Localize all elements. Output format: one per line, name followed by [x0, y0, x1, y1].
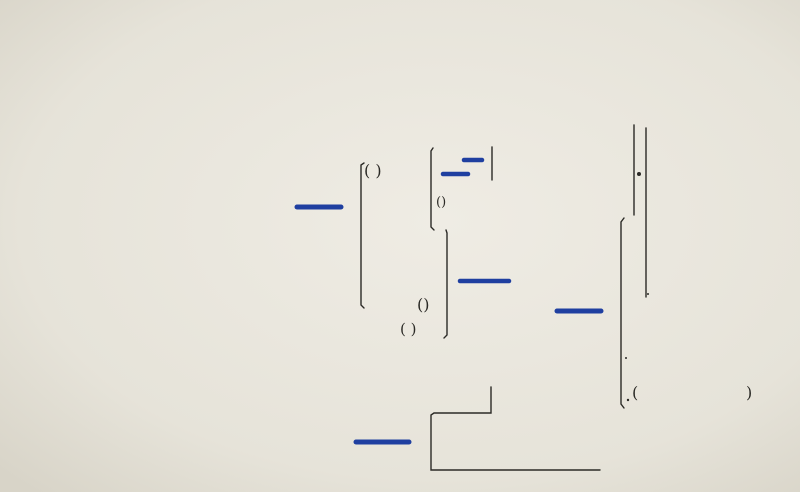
- pencil-dots: [625, 172, 649, 402]
- parentheses-group: ( ) () () ( ) ( ): [364, 161, 752, 402]
- paren-pair-middle-top: (): [436, 195, 446, 210]
- paren-pair-bottom-left: ( ): [400, 320, 416, 338]
- open-paren-right: (: [632, 383, 638, 402]
- dot-right-mid: [625, 357, 627, 359]
- paren-pair-top-left: ( ): [364, 161, 382, 180]
- marker-dashes: [294, 157, 604, 445]
- bracket-left-main: [360, 162, 365, 309]
- bracket-middle-top: [430, 147, 435, 231]
- bracket-middle-lower: [443, 229, 448, 339]
- close-paren-right: ): [746, 383, 752, 402]
- paren-pair-middle-lower: (): [417, 295, 429, 314]
- bracket-bottom: [430, 386, 601, 471]
- dot-right-lower: [647, 293, 649, 295]
- dot-right-upper: [637, 172, 641, 176]
- dot-bottom-right: [626, 398, 630, 402]
- pencil-lines: [360, 124, 647, 471]
- bracket-right-main: [620, 217, 625, 409]
